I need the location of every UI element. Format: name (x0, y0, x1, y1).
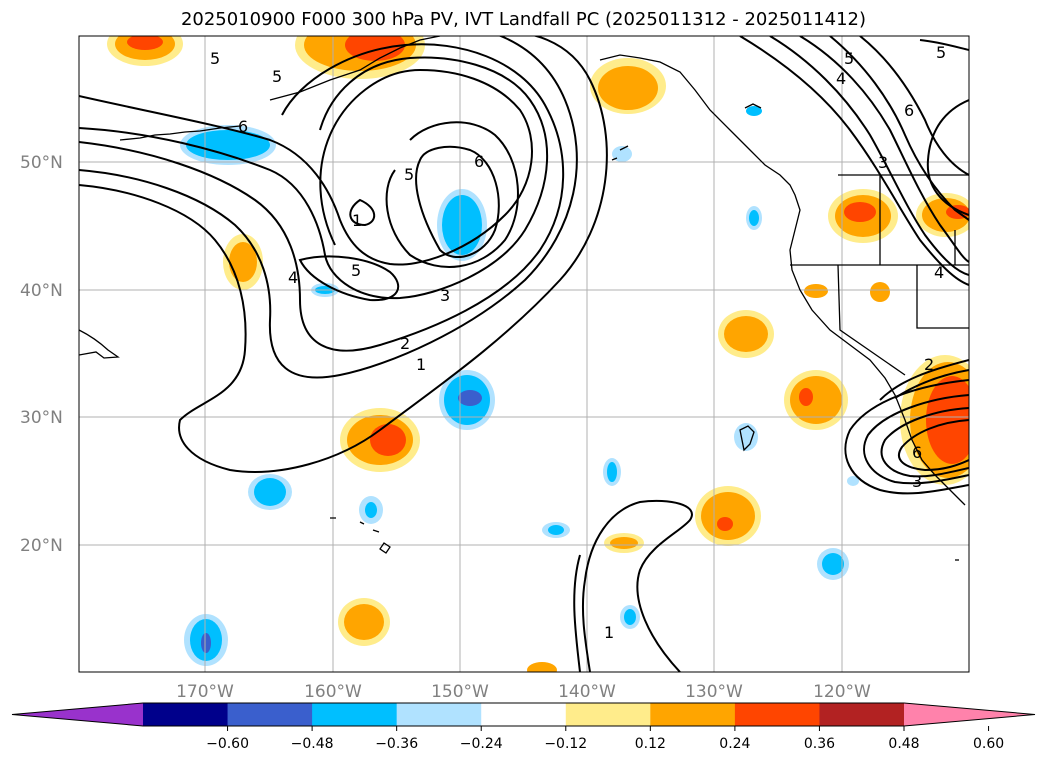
lon-label: 130°W (685, 682, 743, 702)
colorbar-segment (396, 703, 482, 726)
contour-label: 6 (912, 443, 922, 462)
contour-label: 5 (844, 49, 854, 68)
colorbar-outline (11, 702, 1036, 727)
lat-label: 30°N (20, 408, 63, 428)
contour-labels: 5 5 6 5 6 1 5 4 3 2 1 5 4 6 3 4 2 6 3 1 … (210, 43, 946, 642)
lon-label: 120°W (813, 682, 871, 702)
colorbar-tick-label: 0.12 (635, 736, 666, 752)
colorbar-tick-label: 0.24 (719, 736, 750, 752)
map-area: 5 5 6 5 6 1 5 4 3 2 1 5 4 6 3 4 2 6 3 1 … (79, 36, 969, 672)
contour-label: 4 (836, 69, 846, 88)
contour-label: 6 (238, 117, 248, 136)
colorbar-segment (650, 703, 736, 726)
colorbar-segment (481, 703, 567, 726)
contour-label: 3 (878, 153, 888, 172)
lon-labels: 170°W 160°W 150°W 140°W 130°W 120°W (176, 682, 871, 702)
colorbar-extend-min (12, 703, 143, 726)
contour-label: 6 (904, 101, 914, 120)
colorbar-tick-label: 0.60 (973, 736, 1004, 752)
lat-label: 40°N (20, 281, 63, 301)
colorbar-segment (734, 703, 820, 726)
contour-label: 5 (351, 261, 361, 280)
lon-label: 160°W (304, 682, 362, 702)
contour-label: 3 (440, 286, 450, 305)
colorbar-tick-label: −0.36 (375, 736, 418, 752)
contour-label: 1 (416, 355, 426, 374)
contour-label: 5 (404, 165, 414, 184)
contour-label: 6 (474, 152, 484, 171)
lat-label: 20°N (20, 536, 63, 556)
negative-pv-shading (180, 106, 859, 666)
coastlines (79, 36, 969, 561)
pv-contours (79, 36, 969, 672)
lat-label: 50°N (20, 153, 63, 173)
colorbar-segment (312, 703, 398, 726)
lon-label: 140°W (558, 682, 616, 702)
colorbar-segment (227, 703, 313, 726)
colorbar-tick-label: −0.24 (460, 736, 503, 752)
contour-label: 5 (210, 49, 220, 68)
lat-labels: 50°N 40°N 30°N 20°N (20, 153, 63, 556)
map-title: 2025010900 F000 300 hPa PV, IVT Landfall… (180, 9, 867, 30)
colorbar: −0.60 −0.48 −0.36 −0.24 −0.12 0.12 0.24 0.36 0.4… (11, 702, 1036, 752)
contour-label: 5 (272, 67, 282, 86)
colorbar-tick-label: 0.48 (888, 736, 919, 752)
contour-label: 2 (400, 334, 410, 353)
contour-label: 2 (924, 355, 934, 374)
colorbar-segment (819, 703, 905, 726)
colorbar-segment (143, 703, 229, 726)
colorbar-tick-label: 0.36 (804, 736, 835, 752)
contour-label: 3 (912, 472, 922, 491)
contour-label: 4 (934, 263, 944, 282)
colorbar-tick-label: −0.48 (291, 736, 334, 752)
lon-label: 170°W (176, 682, 234, 702)
contour-label: 1 (604, 623, 614, 642)
colorbar-tick-label: −0.60 (206, 736, 249, 752)
colorbar-segment (565, 703, 651, 726)
contour-label: 4 (288, 268, 298, 287)
colorbar-tick-label: −0.12 (544, 736, 587, 752)
lon-label: 150°W (431, 682, 489, 702)
colorbar-extend-max (904, 703, 1035, 726)
graticule (79, 36, 969, 672)
contour-label: 1 (352, 211, 362, 230)
contour-label: 5 (936, 43, 946, 62)
map-frame (78, 35, 970, 673)
